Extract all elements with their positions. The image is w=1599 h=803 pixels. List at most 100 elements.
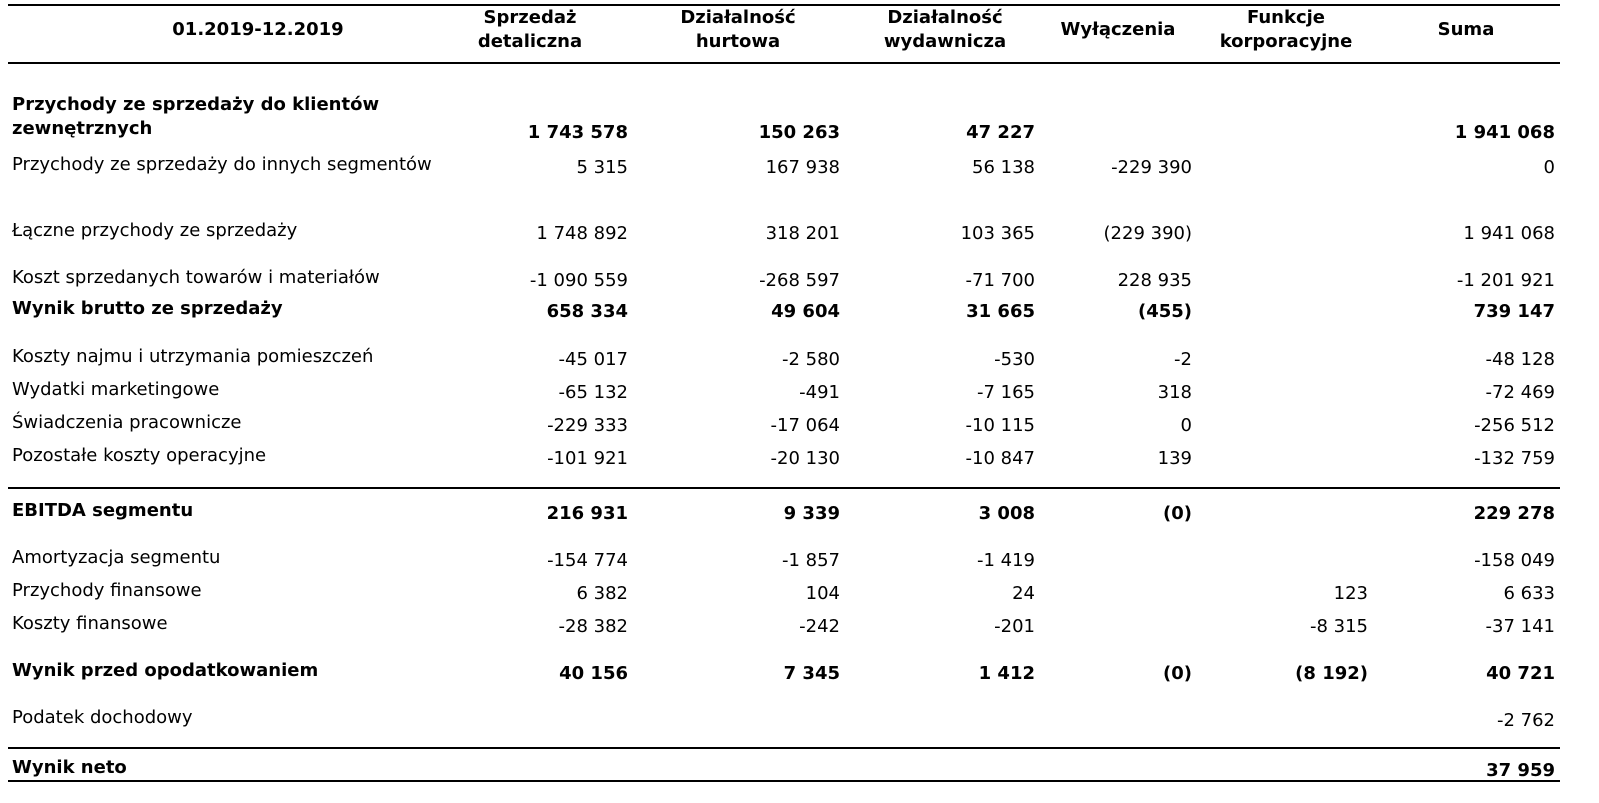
rule — [8, 4, 1560, 6]
value-cell: -229 390 — [1111, 157, 1192, 178]
value-cell: -1 419 — [976, 550, 1035, 571]
value-cell: 6 633 — [1503, 583, 1555, 604]
value-cell: 1 748 892 — [536, 223, 628, 244]
value-cell: -71 700 — [965, 270, 1035, 291]
row-label: Wydatki marketingowe — [12, 379, 220, 400]
value-cell: 1 412 — [978, 663, 1035, 684]
row-label: Koszt sprzedanych towarów i materiałów — [12, 267, 380, 288]
row-label: Przychody ze sprzedaży do klientów zewnę… — [12, 94, 380, 139]
value-cell: -101 921 — [547, 448, 628, 469]
rule — [8, 747, 1560, 749]
row-label: Świadczenia pracownicze — [12, 412, 242, 433]
value-cell: 24 — [1012, 583, 1035, 604]
value-cell: -2 — [1174, 349, 1192, 370]
value-cell: 40 156 — [559, 663, 628, 684]
value-cell: -48 128 — [1485, 349, 1555, 370]
column-header: Działalność hurtowa — [680, 7, 796, 52]
value-cell: 56 138 — [972, 157, 1035, 178]
value-cell: 0 — [1180, 415, 1192, 436]
value-cell: -132 759 — [1474, 448, 1555, 469]
row-label: Koszty najmu i utrzymania pomieszczeń — [12, 346, 374, 367]
value-cell: -10 115 — [965, 415, 1035, 436]
value-cell: -37 141 — [1485, 616, 1555, 637]
value-cell: 40 721 — [1486, 663, 1555, 684]
value-cell: -65 132 — [558, 382, 628, 403]
value-cell: 47 227 — [966, 122, 1035, 143]
row-label: Podatek dochodowy — [12, 707, 193, 728]
row-label: Amortyzacja segmentu — [12, 547, 221, 568]
value-cell: 1 743 578 — [527, 122, 628, 143]
value-cell: -1 201 921 — [1456, 270, 1555, 291]
column-header: Sprzedaż detaliczna — [477, 7, 583, 52]
value-cell: -45 017 — [558, 349, 628, 370]
value-cell: -530 — [994, 349, 1035, 370]
rule — [8, 62, 1560, 64]
value-cell: -491 — [799, 382, 840, 403]
row-label: Przychody ze sprzedaży do innych segment… — [12, 154, 432, 175]
value-cell: -158 049 — [1474, 550, 1555, 571]
value-cell: (229 390) — [1103, 223, 1192, 244]
value-cell: 658 334 — [546, 301, 628, 322]
column-header: Suma — [1437, 19, 1495, 40]
row-label: Przychody finansowe — [12, 580, 202, 601]
column-header: 01.2019-12.2019 — [172, 19, 344, 40]
row-label: Wynik przed opodatkowaniem — [12, 660, 319, 681]
value-cell: -2 762 — [1496, 710, 1555, 731]
value-cell: (0) — [1163, 503, 1192, 524]
value-cell: 1 941 068 — [1454, 122, 1555, 143]
value-cell: 150 263 — [758, 122, 840, 143]
value-cell: -229 333 — [547, 415, 628, 436]
value-cell: 31 665 — [966, 301, 1035, 322]
value-cell: -242 — [799, 616, 840, 637]
row-label: EBITDA segmentu — [12, 500, 194, 521]
value-cell: 1 941 068 — [1463, 223, 1555, 244]
rule — [8, 780, 1560, 782]
value-cell: -268 597 — [759, 270, 840, 291]
value-cell: 103 365 — [960, 223, 1035, 244]
value-cell: 9 339 — [783, 503, 840, 524]
value-cell: -17 064 — [770, 415, 840, 436]
value-cell: 228 935 — [1117, 270, 1192, 291]
value-cell: -2 580 — [781, 349, 840, 370]
row-label: Pozostałe koszty operacyjne — [12, 445, 267, 466]
column-header: Funkcje korporacyjne — [1219, 7, 1353, 52]
value-cell: -154 774 — [547, 550, 628, 571]
value-cell: 49 604 — [771, 301, 840, 322]
value-cell: -7 165 — [976, 382, 1035, 403]
value-cell: 318 201 — [765, 223, 840, 244]
value-cell: 739 147 — [1473, 301, 1555, 322]
value-cell: -201 — [994, 616, 1035, 637]
value-cell: 167 938 — [765, 157, 840, 178]
row-label: Łączne przychody ze sprzedaży — [12, 220, 298, 241]
value-cell: 6 382 — [576, 583, 628, 604]
value-cell: -10 847 — [965, 448, 1035, 469]
value-cell: -20 130 — [770, 448, 840, 469]
row-label: Wynik brutto ze sprzedaży — [12, 298, 283, 319]
value-cell: (8 192) — [1295, 663, 1368, 684]
value-cell: 7 345 — [783, 663, 840, 684]
row-label: Koszty finansowe — [12, 613, 168, 634]
rule — [8, 487, 1560, 489]
value-cell: 318 — [1157, 382, 1192, 403]
value-cell: -1 857 — [781, 550, 840, 571]
value-cell: 123 — [1333, 583, 1368, 604]
value-cell: 104 — [805, 583, 840, 604]
value-cell: -8 315 — [1309, 616, 1368, 637]
value-cell: (0) — [1163, 663, 1192, 684]
value-cell: 216 931 — [546, 503, 628, 524]
value-cell: 37 959 — [1486, 760, 1555, 781]
value-cell: 139 — [1157, 448, 1192, 469]
value-cell: -72 469 — [1485, 382, 1555, 403]
value-cell: 229 278 — [1473, 503, 1555, 524]
value-cell: -1 090 559 — [529, 270, 628, 291]
value-cell: 3 008 — [978, 503, 1035, 524]
column-header: Działalność wydawnicza — [883, 7, 1007, 52]
value-cell: (455) — [1137, 301, 1192, 322]
value-cell: -256 512 — [1474, 415, 1555, 436]
value-cell: 0 — [1543, 157, 1555, 178]
value-cell: 5 315 — [576, 157, 628, 178]
row-label: Wynik neto — [12, 757, 127, 778]
column-header: Wyłączenia — [1060, 19, 1176, 40]
value-cell: -28 382 — [558, 616, 628, 637]
